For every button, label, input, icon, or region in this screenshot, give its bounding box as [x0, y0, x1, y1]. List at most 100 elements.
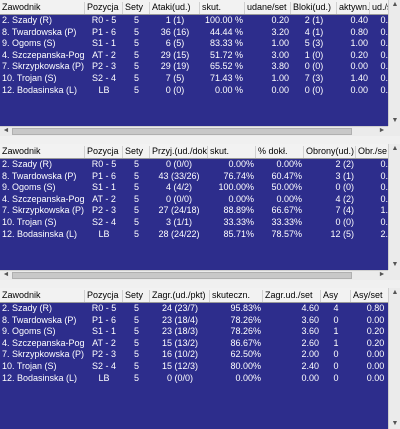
header-position[interactable]: Pozycja: [85, 146, 123, 158]
table-row[interactable]: 4. Szczepanska-Pog... AT - 2 5 29 (15) 51.72…: [0, 50, 388, 62]
cell-activity: 0.40: [350, 15, 368, 25]
scroll-up-icon[interactable]: ▲: [391, 289, 399, 296]
cell-sets: 5: [133, 372, 139, 383]
cell-digs-per-set: 1.40: [380, 205, 388, 216]
scroll-right-icon[interactable]: ►: [378, 271, 386, 278]
table-row[interactable]: 2. Szady (R) R0 - 5 5 1 (1) 100.00 % 0.20 2 (1…: [0, 15, 388, 27]
table-row[interactable]: 2. Szady (R) R0 - 5 5 0 (0/0) 0.00% 0.00% 2 (2…: [0, 159, 388, 171]
table-row[interactable]: 4. Szczepanska-Pog... AT - 2 5 0 (0/0) 0.00%…: [0, 194, 388, 206]
header-success-per-set[interactable]: udane/set: [245, 2, 291, 14]
cell-blocks-per-set: 0.60: [380, 38, 388, 49]
header-position[interactable]: Pozycja: [85, 290, 123, 302]
table-row[interactable]: 7. Skrzypkowska (P) P2 - 3 5 29 (19) 65.52 %…: [0, 61, 388, 73]
table-row[interactable]: 8. Twardowska (P) P1 - 6 5 36 (16) 44.44 % 3.…: [0, 27, 388, 39]
table-row[interactable]: 2. Szady (R) R0 - 5 5 24 (23/7) 95.83% 4.60 4 0…: [0, 303, 388, 315]
header-serves[interactable]: Zagr.(ud./pkt): [150, 290, 210, 302]
header-player[interactable]: Zawodnik: [0, 290, 85, 302]
header-digs[interactable]: Obrony(ud.): [306, 146, 356, 158]
vertical-scrollbar[interactable]: ▲ ▼: [388, 144, 400, 270]
cell-attacks: 1 (1): [165, 15, 185, 25]
scroll-up-icon[interactable]: ▲: [391, 145, 399, 152]
scrollbar-thumb[interactable]: [12, 272, 352, 279]
cell-efficiency: 65.52 %: [209, 61, 243, 72]
header-efficiency[interactable]: skut.: [200, 2, 245, 14]
scroll-right-icon[interactable]: ►: [378, 127, 386, 134]
scroll-up-icon[interactable]: ▲: [391, 1, 399, 8]
table-row[interactable]: 9. Ogoms (S) S1 - 1 5 4 (4/2) 100.00% 50.00% 0…: [0, 182, 388, 194]
header-blocks-per-set[interactable]: ud./se: [370, 2, 388, 14]
header-aces[interactable]: Asy: [321, 290, 351, 302]
vertical-scrollbar[interactable]: ▲ ▼: [388, 288, 400, 429]
header-player[interactable]: Zawodnik: [0, 146, 85, 158]
table-row[interactable]: 9. Ogoms (S) S1 - 1 5 6 (5) 83.33 % 1.00 5 (3)…: [0, 38, 388, 50]
scroll-down-icon[interactable]: ▼: [391, 261, 399, 268]
horizontal-scrollbar[interactable]: ◄ ►: [0, 126, 388, 136]
cell-position: P2 - 3: [91, 349, 116, 360]
table-row[interactable]: 10. Trojan (S) S2 - 4 5 15 (12/3) 80.00% 2.40…: [0, 361, 388, 373]
cell-sets: 5: [133, 72, 139, 83]
table-row[interactable]: 12. Bodasinska (L) LB 5 28 (24/22) 85.71% 78.…: [0, 229, 388, 241]
scroll-left-icon[interactable]: ◄: [2, 127, 10, 134]
header-sets[interactable]: Sety: [123, 146, 150, 158]
scrollbar-thumb[interactable]: [12, 128, 352, 135]
cell-serve-efficiency: 86.67%: [230, 337, 261, 348]
header-sets[interactable]: Sety: [123, 290, 150, 302]
cell-blocks: 4 (1): [304, 26, 324, 37]
table-row[interactable]: 8. Twardowska (P) P1 - 6 5 43 (33/26) 76.74%…: [0, 171, 388, 183]
table-row[interactable]: 8. Twardowska (P) P1 - 6 5 23 (18/4) 78.26% 3…: [0, 315, 388, 327]
scroll-down-icon[interactable]: ▼: [391, 117, 399, 124]
table-row[interactable]: 10. Trojan (S) S2 - 4 5 3 (1/1) 33.33% 33.33%…: [0, 217, 388, 229]
cell-serves-per-set: 4.60: [301, 303, 319, 313]
cell-activity: 0.00: [350, 84, 368, 95]
header-player[interactable]: Zawodnik: [0, 2, 85, 14]
cell-accuracy: 33.33%: [271, 216, 302, 227]
cell-aces-per-set: 0.00: [366, 314, 385, 325]
table-row[interactable]: 7. Skrzypkowska (P) P2 - 3 5 27 (24/18) 88.8…: [0, 205, 388, 217]
table-row[interactable]: 9. Ogoms (S) S1 - 1 5 23 (18/3) 78.26% 3.60 1 0…: [0, 326, 388, 338]
cell-serves-per-set: 2.60: [301, 337, 319, 348]
horizontal-scrollbar[interactable]: ◄ ►: [0, 270, 388, 280]
cell-serve-efficiency: 95.83%: [230, 303, 261, 313]
header-position[interactable]: Pozycja: [85, 2, 123, 14]
cell-aces: 0: [333, 372, 339, 383]
cell-position: R0 - 5: [91, 159, 117, 169]
cell-accuracy: 0.00%: [276, 159, 302, 169]
attack-block-stats-grid[interactable]: Zawodnik Pozycja Sety Ataki(ud.) skut. u…: [0, 0, 388, 126]
table-row[interactable]: 4. Szczepanska-Pog... AT - 2 5 15 (13/2) 86.…: [0, 338, 388, 350]
cell-aces-per-set: 0.00: [366, 372, 385, 383]
cell-blocks: 1 (0): [304, 49, 324, 60]
cell-digs: 2 (2): [335, 159, 354, 169]
header-blocks[interactable]: Bloki(ud.): [291, 2, 337, 14]
vertical-scrollbar[interactable]: ▲ ▼: [388, 0, 400, 126]
cell-sets: 5: [133, 15, 139, 25]
header-aces-per-set[interactable]: Asy/set: [351, 290, 388, 302]
header-activity[interactable]: aktywn.: [339, 2, 370, 14]
cell-receptions: 3 (1/1): [165, 216, 192, 227]
table-row[interactable]: 12. Bodasinska (L) LB 5 0 (0/0) 0.00% 0.00 0 0.…: [0, 373, 388, 385]
cell-blocks: 7 (3): [304, 72, 324, 83]
header-efficiency[interactable]: skut.: [208, 146, 256, 158]
cell-position: S1 - 1: [91, 182, 116, 193]
cell-player: 4. Szczepanska-Pog...: [2, 49, 85, 60]
scroll-left-icon[interactable]: ◄: [2, 271, 10, 278]
header-digs-per-set[interactable]: Obr./se: [356, 146, 388, 158]
header-receptions[interactable]: Przyj.(ud./dokł.): [152, 146, 208, 158]
cell-player: 12. Bodasinska (L): [2, 84, 78, 95]
header-accuracy[interactable]: % dokł.: [256, 146, 304, 158]
cell-efficiency: 71.43 %: [209, 72, 243, 83]
header-serves-per-set[interactable]: Zagr.ud./set: [263, 290, 321, 302]
table-row[interactable]: 7. Skrzypkowska (P) P2 - 3 5 16 (10/2) 62.50…: [0, 349, 388, 361]
cell-aces-per-set: 0.00: [366, 349, 385, 360]
cell-efficiency: 0.00%: [228, 193, 254, 204]
scroll-down-icon[interactable]: ▼: [391, 420, 399, 427]
table-row[interactable]: 10. Trojan (S) S2 - 4 5 7 (5) 71.43 % 1.00 7 (…: [0, 73, 388, 85]
header-attacks[interactable]: Ataki(ud.): [150, 2, 200, 14]
cell-serve-efficiency: 0.00%: [235, 372, 261, 383]
cell-sets: 5: [133, 38, 139, 49]
header-sets[interactable]: Sety: [123, 2, 150, 14]
cell-accuracy: 50.00%: [271, 182, 302, 193]
header-serve-efficiency[interactable]: skuteczn.: [210, 290, 263, 302]
table-row[interactable]: 12. Bodasinska (L) LB 5 0 (0) 0.00 % 0.00 0 (0…: [0, 85, 388, 97]
reception-defense-stats-grid[interactable]: Zawodnik Pozycja Sety Przyj.(ud./dokł.) …: [0, 144, 388, 270]
serve-stats-grid[interactable]: Zawodnik Pozycja Sety Zagr.(ud./pkt) sku…: [0, 288, 388, 429]
